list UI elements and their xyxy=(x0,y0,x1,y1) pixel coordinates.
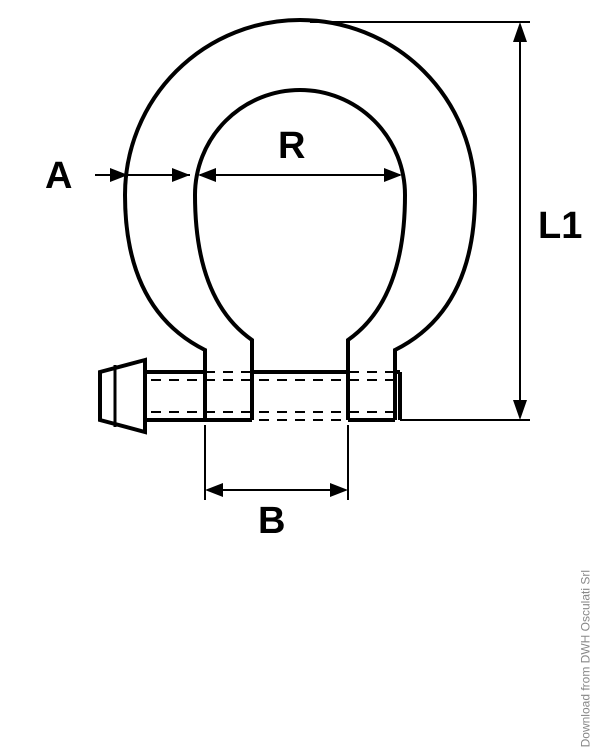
watermark-text: Download from DWH Osculati Srl xyxy=(578,570,592,747)
shackle-diagram: A R L1 B Download from DWH Osculati Srl xyxy=(0,0,600,600)
dimension-L1 xyxy=(310,22,530,420)
pin-head xyxy=(100,360,145,432)
shackle-svg xyxy=(0,0,600,600)
dimension-R xyxy=(198,168,402,182)
label-B: B xyxy=(258,500,285,543)
shackle-outer-outline xyxy=(125,20,475,420)
label-L1: L1 xyxy=(538,205,582,248)
dimension-A xyxy=(95,168,190,182)
dimension-B xyxy=(205,425,348,500)
label-A: A xyxy=(45,155,72,198)
label-R: R xyxy=(278,125,305,168)
